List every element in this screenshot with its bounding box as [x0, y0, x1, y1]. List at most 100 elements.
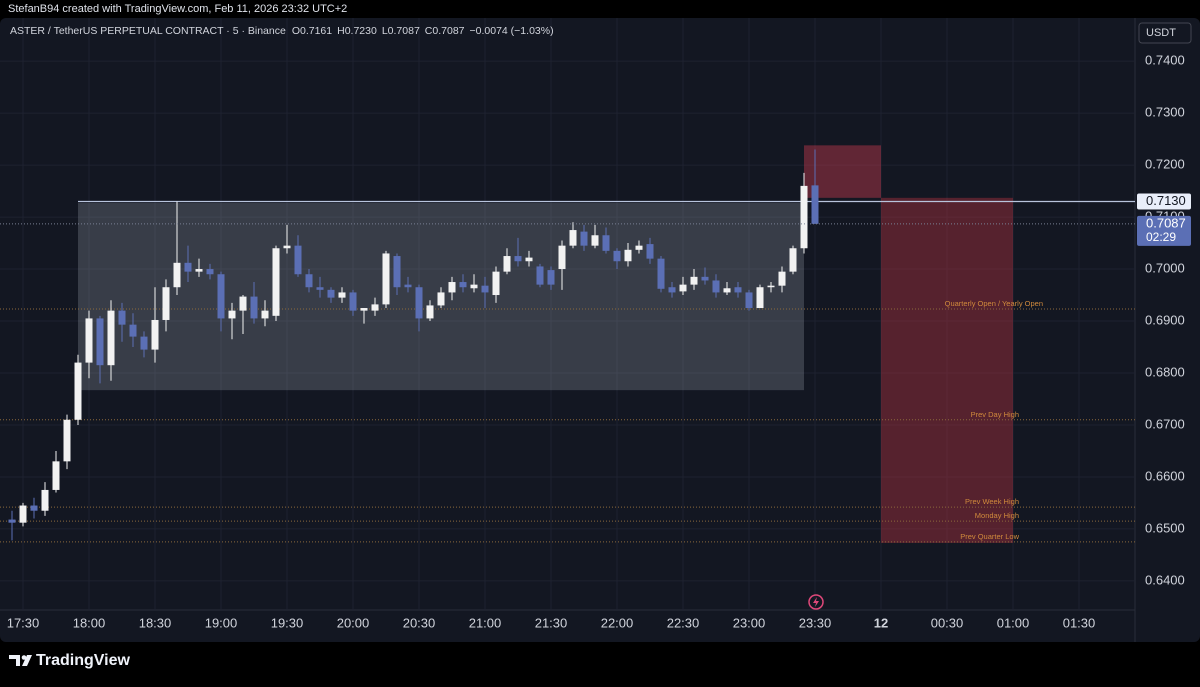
candle-body: [668, 287, 676, 293]
candle-body: [283, 245, 291, 249]
currency: USDT: [1146, 27, 1176, 39]
candle-body: [569, 230, 577, 246]
candle-body: [415, 287, 423, 319]
candle-body: [52, 461, 60, 490]
y-tick-label: 0.6800: [1145, 364, 1185, 379]
x-tick-label: 21:30: [535, 615, 568, 630]
x-tick-label: 20:30: [403, 615, 436, 630]
brand: TradingView: [36, 652, 131, 669]
x-tick-label: 19:30: [271, 615, 304, 630]
x-tick-label: 17:30: [7, 615, 40, 630]
y-tick-label: 0.7000: [1145, 260, 1185, 275]
candle-body: [734, 287, 742, 293]
y-tick-label: 0.7300: [1145, 105, 1185, 120]
last-price-label: 0.7087: [1146, 215, 1186, 230]
currency-box: [1138, 22, 1192, 44]
candle-body: [613, 250, 621, 262]
price-line-badge: [1137, 193, 1191, 210]
candle-body: [558, 245, 566, 270]
x-tick-label: 22:30: [667, 615, 700, 630]
candle-body: [580, 231, 588, 246]
candle-body: [448, 282, 456, 293]
x-tick-label: 12: [874, 615, 888, 630]
x-tick-label: 19:00: [205, 615, 238, 630]
candle-body: [327, 289, 335, 298]
y-tick-label: 0.6700: [1145, 416, 1185, 431]
candles: [8, 149, 819, 541]
candle-body: [41, 489, 49, 511]
legend-item: 0.7161: [300, 25, 332, 37]
candle-body: [624, 249, 632, 262]
y-tick-label: 0.7200: [1145, 157, 1185, 172]
y-tick-label: 0.7400: [1145, 53, 1185, 68]
x-tick-label: 00:30: [931, 615, 964, 630]
candle-body: [228, 310, 236, 319]
candle-body: [96, 318, 104, 366]
legend-item: 0.7087: [432, 25, 464, 37]
x-tick-label: 21:00: [469, 615, 502, 630]
legend-item: O: [292, 25, 300, 37]
x-tick-label: 18:00: [73, 615, 106, 630]
candle-body: [382, 253, 390, 305]
y-tick-label: 0.6900: [1145, 312, 1185, 327]
candle-body: [459, 282, 467, 288]
legend-item: H: [337, 25, 345, 37]
candle-body: [195, 269, 203, 272]
candle-body: [525, 257, 533, 262]
legend-item: ASTER / TetherUS PERPETUAL CONTRACT · 5 …: [10, 25, 286, 37]
candle-body: [371, 304, 379, 311]
candle-body: [349, 292, 357, 311]
candle-body: [85, 318, 93, 363]
candle-body: [129, 324, 137, 337]
candle-body: [118, 310, 126, 325]
candle-body: [239, 296, 247, 311]
level-label: Quarterly Open / Yearly Open: [945, 299, 1043, 308]
grid: [0, 18, 1135, 610]
candle-body: [679, 284, 687, 292]
candle-body: [338, 292, 346, 298]
candle-body: [360, 308, 368, 311]
legend-item: C: [425, 25, 433, 37]
candle-body: [173, 262, 181, 288]
candle-body: [481, 285, 489, 293]
candle-body: [426, 305, 434, 319]
candle-body: [591, 235, 599, 246]
candle-body: [305, 274, 313, 288]
candle-body: [756, 287, 764, 309]
x-tick-label: 01:30: [1063, 615, 1096, 630]
candle-body: [217, 274, 225, 319]
price-line-label: 0.7130: [1146, 193, 1186, 208]
x-tick-label: 01:00: [997, 615, 1030, 630]
y-tick-label: 0.6500: [1145, 520, 1185, 535]
candle-body: [74, 362, 82, 420]
y-tick-label: 0.6600: [1145, 468, 1185, 483]
candle-body: [107, 310, 115, 366]
level-label: Monday High: [975, 511, 1019, 520]
legend-item: 0.7230: [345, 25, 377, 37]
candle-body: [492, 271, 500, 296]
legend-item: L: [382, 25, 388, 37]
candle-body: [503, 256, 511, 272]
candle-body: [778, 271, 786, 286]
legend-item: −0.0074 (−1.03%): [470, 25, 554, 37]
candle-body: [514, 256, 522, 262]
candle-body: [162, 287, 170, 320]
level-label: Prev Quarter Low: [960, 532, 1019, 541]
candle-body: [723, 288, 731, 293]
alert-icon: [808, 594, 824, 610]
candle-body: [470, 284, 478, 289]
candle-body: [437, 292, 445, 306]
brand-logo: [9, 655, 32, 666]
candle-body: [316, 287, 324, 290]
candle-body: [151, 319, 159, 350]
x-tick-label: 20:00: [337, 615, 370, 630]
x-tick-label: 18:30: [139, 615, 172, 630]
legend-item: 0.7087: [388, 25, 420, 37]
candle-body: [63, 419, 71, 462]
y-tick-label: 0.6400: [1145, 572, 1185, 587]
candle-body: [536, 266, 544, 285]
candle-body: [789, 248, 797, 272]
candle-body: [30, 505, 38, 511]
